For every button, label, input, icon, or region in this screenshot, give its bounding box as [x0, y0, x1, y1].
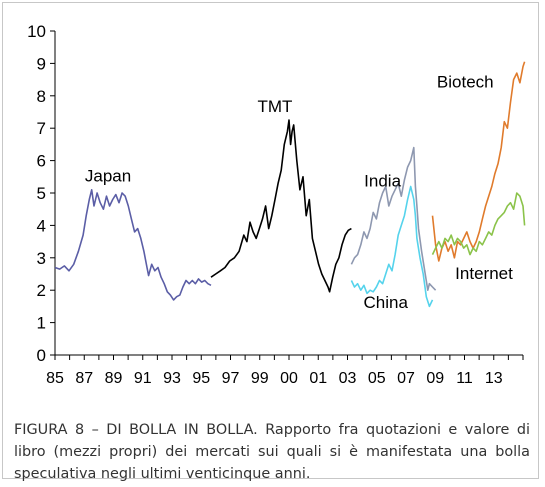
y-tick-label: 7 — [37, 119, 46, 138]
series-line-china — [350, 185, 434, 308]
x-tick-label: 87 — [75, 370, 93, 387]
x-tick-label: 99 — [251, 370, 269, 387]
x-tick-label: 13 — [485, 370, 503, 387]
x-tick-label: 00 — [280, 370, 298, 387]
y-tick-label: 9 — [37, 54, 46, 73]
figure-caption: FIGURA 8 – DI BOLLA IN BOLLA. Rapporto f… — [14, 419, 530, 485]
series-label-biotech: Biotech — [437, 73, 494, 92]
caption-label: FIGURA 8 – DI BOLLA IN BOLLA. — [14, 422, 258, 438]
series-line-internet — [431, 192, 526, 256]
y-tick-label: 1 — [37, 314, 46, 333]
series-line-japan — [54, 189, 212, 301]
y-tick-label: 0 — [37, 346, 46, 365]
y-tick-label: 4 — [37, 216, 46, 235]
x-tick-label: 97 — [222, 370, 240, 387]
y-tick-label: 3 — [37, 249, 46, 268]
y-tick-label: 8 — [37, 87, 46, 106]
y-tick-label: 6 — [37, 152, 46, 171]
x-tick-label: 09 — [426, 370, 444, 387]
series-line-tmt — [210, 119, 352, 293]
series-label-china: China — [364, 293, 409, 312]
x-tick-label: 93 — [163, 370, 181, 387]
x-tick-label: 11 — [456, 370, 473, 387]
caption-text: Rapporto fra quotazioni e valore di libr… — [14, 422, 530, 482]
series-lines — [54, 61, 526, 308]
x-tick-label: 89 — [105, 370, 123, 387]
series-labels: Japan TMT India China Biotech Internet — [85, 73, 513, 312]
series-label-india: India — [364, 172, 401, 191]
x-tick-label: 01 — [309, 370, 327, 387]
x-tick-label: 91 — [134, 370, 152, 387]
y-tick-label: 10 — [27, 22, 46, 41]
y-tick-label: 2 — [37, 281, 46, 300]
y-tick-label: 5 — [37, 184, 46, 203]
x-tick-label: 07 — [397, 370, 415, 387]
series-label-internet: Internet — [455, 264, 513, 283]
series-label-tmt: TMT — [257, 97, 292, 116]
x-tick-label: 85 — [46, 370, 64, 387]
series-label-japan: Japan — [85, 167, 131, 186]
x-tick-label: 03 — [339, 370, 357, 387]
series-line-biotech — [431, 61, 526, 262]
x-tick-label: 05 — [368, 370, 386, 387]
series-line-india — [350, 146, 437, 291]
x-tick-label: 95 — [192, 370, 210, 387]
